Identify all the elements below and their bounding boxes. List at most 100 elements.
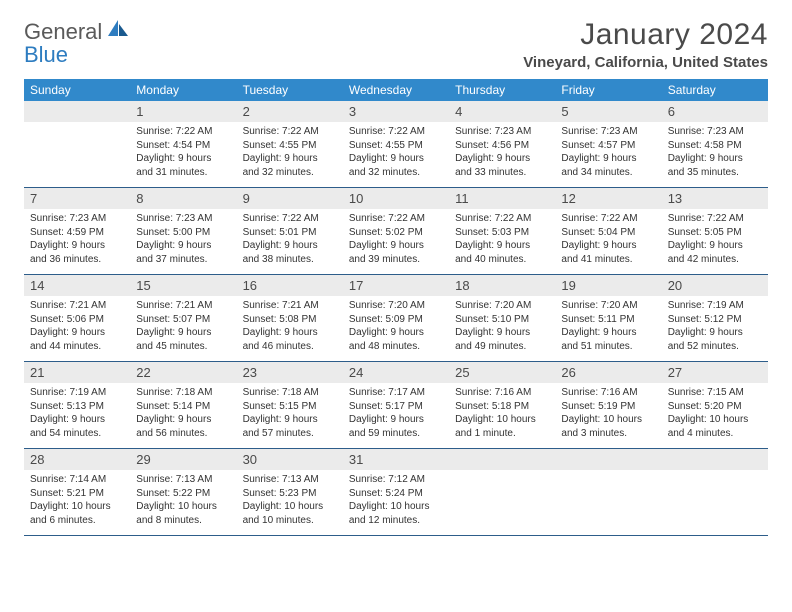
- daylight-line: Daylight: 9 hours and 33 minutes.: [455, 152, 549, 179]
- week-row: Sunrise: 7:21 AMSunset: 5:06 PMDaylight:…: [24, 296, 768, 362]
- day-content: Sunrise: 7:19 AMSunset: 5:12 PMDaylight:…: [662, 296, 768, 361]
- sunset-line: Sunset: 4:54 PM: [136, 139, 230, 153]
- day-cell: Sunrise: 7:22 AMSunset: 4:54 PMDaylight:…: [130, 122, 236, 188]
- day-content: Sunrise: 7:12 AMSunset: 5:24 PMDaylight:…: [343, 470, 449, 535]
- sunset-line: Sunset: 5:08 PM: [243, 313, 337, 327]
- month-title: January 2024: [523, 18, 768, 52]
- day-number: 13: [662, 188, 768, 210]
- sunset-line: Sunset: 5:13 PM: [30, 400, 124, 414]
- day-cell: Sunrise: 7:22 AMSunset: 5:01 PMDaylight:…: [237, 209, 343, 275]
- day-content: Sunrise: 7:23 AMSunset: 5:00 PMDaylight:…: [130, 209, 236, 274]
- day-cell: Sunrise: 7:17 AMSunset: 5:17 PMDaylight:…: [343, 383, 449, 449]
- daylight-line: Daylight: 10 hours and 12 minutes.: [349, 500, 443, 527]
- day-content: Sunrise: 7:23 AMSunset: 4:57 PMDaylight:…: [555, 122, 661, 187]
- sunrise-line: Sunrise: 7:23 AM: [136, 212, 230, 226]
- sunset-line: Sunset: 5:01 PM: [243, 226, 337, 240]
- week-row: Sunrise: 7:22 AMSunset: 4:54 PMDaylight:…: [24, 122, 768, 188]
- sunset-line: Sunset: 5:04 PM: [561, 226, 655, 240]
- sunset-line: Sunset: 5:05 PM: [668, 226, 762, 240]
- day-number: [662, 449, 768, 471]
- day-content: Sunrise: 7:20 AMSunset: 5:10 PMDaylight:…: [449, 296, 555, 361]
- day-number-row: 14151617181920: [24, 275, 768, 297]
- calendar-table: SundayMondayTuesdayWednesdayThursdayFrid…: [24, 79, 768, 536]
- location: Vineyard, California, United States: [523, 54, 768, 71]
- day-number: 26: [555, 362, 661, 384]
- day-content: Sunrise: 7:16 AMSunset: 5:19 PMDaylight:…: [555, 383, 661, 448]
- sunset-line: Sunset: 5:11 PM: [561, 313, 655, 327]
- sunrise-line: Sunrise: 7:20 AM: [455, 299, 549, 313]
- day-header: Tuesday: [237, 79, 343, 101]
- day-header: Friday: [555, 79, 661, 101]
- day-cell: Sunrise: 7:12 AMSunset: 5:24 PMDaylight:…: [343, 470, 449, 536]
- day-cell: Sunrise: 7:21 AMSunset: 5:07 PMDaylight:…: [130, 296, 236, 362]
- day-cell: Sunrise: 7:22 AMSunset: 4:55 PMDaylight:…: [343, 122, 449, 188]
- daylight-line: Daylight: 9 hours and 40 minutes.: [455, 239, 549, 266]
- day-content: Sunrise: 7:18 AMSunset: 5:15 PMDaylight:…: [237, 383, 343, 448]
- daylight-line: Daylight: 9 hours and 49 minutes.: [455, 326, 549, 353]
- day-number: 27: [662, 362, 768, 384]
- sunset-line: Sunset: 5:03 PM: [455, 226, 549, 240]
- sunset-line: Sunset: 5:20 PM: [668, 400, 762, 414]
- logo-sail-icon: [106, 18, 130, 45]
- day-header: Thursday: [449, 79, 555, 101]
- sunrise-line: Sunrise: 7:15 AM: [668, 386, 762, 400]
- day-cell: [662, 470, 768, 536]
- day-number: 3: [343, 101, 449, 122]
- day-content: Sunrise: 7:16 AMSunset: 5:18 PMDaylight:…: [449, 383, 555, 448]
- sunset-line: Sunset: 4:59 PM: [30, 226, 124, 240]
- day-cell: Sunrise: 7:16 AMSunset: 5:18 PMDaylight:…: [449, 383, 555, 449]
- sunrise-line: Sunrise: 7:17 AM: [349, 386, 443, 400]
- sunset-line: Sunset: 5:23 PM: [243, 487, 337, 501]
- sunset-line: Sunset: 5:14 PM: [136, 400, 230, 414]
- day-content: Sunrise: 7:22 AMSunset: 5:04 PMDaylight:…: [555, 209, 661, 274]
- day-cell: [449, 470, 555, 536]
- day-cell: Sunrise: 7:23 AMSunset: 4:57 PMDaylight:…: [555, 122, 661, 188]
- logo-text-general: General: [24, 19, 102, 45]
- sunrise-line: Sunrise: 7:19 AM: [668, 299, 762, 313]
- day-number: 6: [662, 101, 768, 122]
- day-header-row: SundayMondayTuesdayWednesdayThursdayFrid…: [24, 79, 768, 101]
- day-cell: Sunrise: 7:23 AMSunset: 4:58 PMDaylight:…: [662, 122, 768, 188]
- day-cell: Sunrise: 7:19 AMSunset: 5:12 PMDaylight:…: [662, 296, 768, 362]
- daylight-line: Daylight: 9 hours and 56 minutes.: [136, 413, 230, 440]
- sunrise-line: Sunrise: 7:20 AM: [561, 299, 655, 313]
- day-cell: Sunrise: 7:22 AMSunset: 5:02 PMDaylight:…: [343, 209, 449, 275]
- day-number: 29: [130, 449, 236, 471]
- day-number: [449, 449, 555, 471]
- sunrise-line: Sunrise: 7:21 AM: [243, 299, 337, 313]
- sunrise-line: Sunrise: 7:22 AM: [668, 212, 762, 226]
- day-content: Sunrise: 7:22 AMSunset: 5:05 PMDaylight:…: [662, 209, 768, 274]
- day-header: Monday: [130, 79, 236, 101]
- daylight-line: Daylight: 10 hours and 3 minutes.: [561, 413, 655, 440]
- sunrise-line: Sunrise: 7:13 AM: [136, 473, 230, 487]
- sunset-line: Sunset: 5:21 PM: [30, 487, 124, 501]
- sunrise-line: Sunrise: 7:23 AM: [30, 212, 124, 226]
- daylight-line: Daylight: 9 hours and 36 minutes.: [30, 239, 124, 266]
- daylight-line: Daylight: 9 hours and 57 minutes.: [243, 413, 337, 440]
- sunrise-line: Sunrise: 7:16 AM: [455, 386, 549, 400]
- day-number: 5: [555, 101, 661, 122]
- sunrise-line: Sunrise: 7:19 AM: [30, 386, 124, 400]
- day-header: Wednesday: [343, 79, 449, 101]
- daylight-line: Daylight: 9 hours and 42 minutes.: [668, 239, 762, 266]
- sunrise-line: Sunrise: 7:23 AM: [455, 125, 549, 139]
- day-content: Sunrise: 7:13 AMSunset: 5:23 PMDaylight:…: [237, 470, 343, 535]
- daylight-line: Daylight: 10 hours and 10 minutes.: [243, 500, 337, 527]
- day-number: 1: [130, 101, 236, 122]
- day-number: 31: [343, 449, 449, 471]
- daylight-line: Daylight: 10 hours and 4 minutes.: [668, 413, 762, 440]
- daylight-line: Daylight: 9 hours and 59 minutes.: [349, 413, 443, 440]
- day-number: 22: [130, 362, 236, 384]
- sunset-line: Sunset: 4:57 PM: [561, 139, 655, 153]
- sunrise-line: Sunrise: 7:23 AM: [561, 125, 655, 139]
- daylight-line: Daylight: 9 hours and 32 minutes.: [243, 152, 337, 179]
- day-content: Sunrise: 7:20 AMSunset: 5:11 PMDaylight:…: [555, 296, 661, 361]
- day-cell: Sunrise: 7:21 AMSunset: 5:08 PMDaylight:…: [237, 296, 343, 362]
- day-cell: Sunrise: 7:13 AMSunset: 5:22 PMDaylight:…: [130, 470, 236, 536]
- day-number: 24: [343, 362, 449, 384]
- day-number: [24, 101, 130, 122]
- daylight-line: Daylight: 9 hours and 35 minutes.: [668, 152, 762, 179]
- day-cell: Sunrise: 7:16 AMSunset: 5:19 PMDaylight:…: [555, 383, 661, 449]
- header: General January 2024 Vineyard, Californi…: [24, 18, 768, 71]
- day-content: Sunrise: 7:23 AMSunset: 4:59 PMDaylight:…: [24, 209, 130, 274]
